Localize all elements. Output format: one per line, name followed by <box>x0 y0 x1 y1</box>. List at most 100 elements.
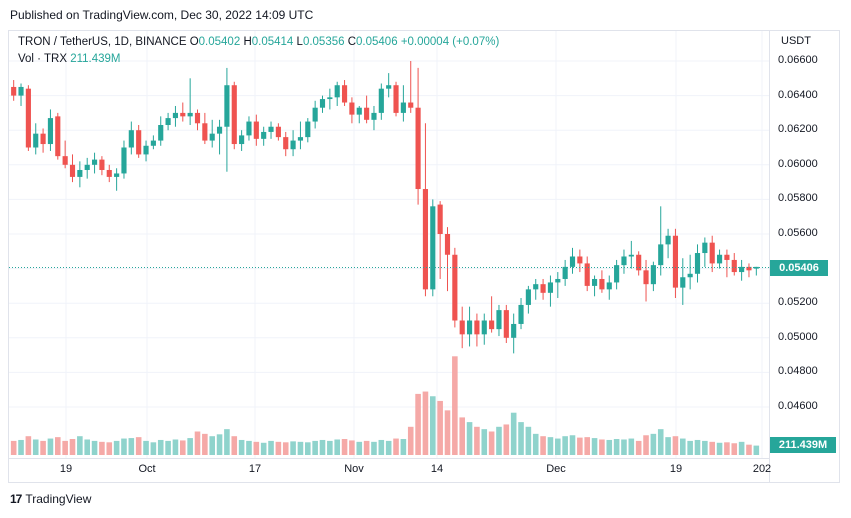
candle-body <box>187 112 193 117</box>
volume-bar <box>577 437 583 455</box>
volume-bar <box>422 391 429 455</box>
volume-bar <box>194 431 201 455</box>
candle-body <box>694 253 701 274</box>
candle-body <box>555 278 561 283</box>
candle-body <box>525 289 531 305</box>
candle-body <box>702 242 708 254</box>
close-value: 0.05406 <box>356 36 398 48</box>
volume-bar <box>327 440 333 455</box>
time-tick-label: 14 <box>430 463 444 475</box>
volume-bar <box>437 400 443 455</box>
candle-body <box>562 266 568 279</box>
footer-brand[interactable]: 17 TradingView <box>10 492 91 506</box>
volume-bar <box>724 442 730 455</box>
candle-body <box>496 310 502 330</box>
candle-body <box>91 159 98 165</box>
candle-body <box>341 85 348 103</box>
candle-body <box>599 278 605 290</box>
candle-body <box>305 121 311 138</box>
volume-bar <box>231 436 238 455</box>
candle-body <box>231 85 237 145</box>
volume-bar <box>746 444 752 455</box>
candle-body <box>209 133 215 141</box>
candle-body <box>246 121 252 136</box>
volume-bar <box>363 440 370 455</box>
candle-body <box>114 173 120 177</box>
candle-body <box>18 86 24 96</box>
candle-body <box>106 169 112 177</box>
last-volume-tag: 211.439M <box>770 437 836 453</box>
open-value: 0.05402 <box>198 36 241 48</box>
time-tick-label: 17 <box>248 463 262 475</box>
volume-bar <box>540 436 546 455</box>
candle-body <box>11 86 17 96</box>
candle-body <box>378 88 384 113</box>
volume-bar <box>275 441 282 455</box>
candle-body <box>268 126 274 132</box>
volume-bar <box>665 437 671 455</box>
candle-body <box>25 88 31 148</box>
volume-bar <box>518 422 524 455</box>
volume-bar <box>694 439 701 455</box>
volume-bar <box>77 436 83 455</box>
candle-body <box>518 304 524 324</box>
volume-bar <box>180 440 186 455</box>
candle-body <box>621 256 627 266</box>
candle-body <box>481 320 487 335</box>
candle-body <box>459 320 465 335</box>
published-caption: Published on TradingView.com, Dec 30, 20… <box>10 8 314 22</box>
volume-bar <box>547 437 554 455</box>
candle-body <box>77 169 83 177</box>
candle-body <box>334 85 340 98</box>
volume-bar <box>709 441 715 455</box>
candle-body <box>290 140 296 150</box>
price-tick-label: 0.04600 <box>778 400 818 412</box>
candle-body <box>47 118 54 145</box>
candle-body <box>158 125 164 141</box>
candle-body <box>150 140 156 146</box>
candle-body <box>55 116 61 157</box>
candle-body <box>224 85 230 127</box>
volume-bar <box>91 440 98 455</box>
candle-body <box>533 284 539 290</box>
candle-body <box>716 254 723 264</box>
candle-body <box>386 85 392 89</box>
volume-bar <box>731 443 738 455</box>
candle-body <box>591 278 598 286</box>
volume-bar <box>312 440 318 455</box>
price-tick-label: 0.05800 <box>778 192 818 205</box>
volume-bar <box>591 438 598 455</box>
candle-body <box>239 135 245 145</box>
volume-bar <box>657 429 664 455</box>
brand-name: TradingView <box>25 492 92 506</box>
volume-bar <box>290 441 296 455</box>
volume-bar <box>297 441 304 455</box>
volume-bar <box>643 435 649 455</box>
tradingview-logo-icon: 17 <box>10 492 22 506</box>
volume-bar <box>69 439 76 455</box>
volume-bar <box>260 442 267 455</box>
candle-body <box>687 273 693 278</box>
candle-body <box>194 112 201 124</box>
candle-body <box>437 204 443 234</box>
volume-bar <box>430 396 436 455</box>
volume-bar <box>525 426 532 455</box>
low-value: 0.05356 <box>302 36 345 48</box>
volume-bar <box>224 429 230 455</box>
volume-bar <box>10 440 17 455</box>
volume-bar <box>400 439 407 455</box>
candle-body <box>614 265 620 283</box>
volume-bar <box>349 440 355 455</box>
volume-bar <box>143 440 149 455</box>
volume-bar <box>569 435 576 455</box>
volume-bar <box>613 439 620 455</box>
volume-bar <box>165 440 171 455</box>
candle-body <box>430 206 436 290</box>
candle-body <box>422 189 429 290</box>
volume-bar <box>738 441 745 455</box>
high-value: 0.05414 <box>251 36 294 48</box>
volume-bar <box>680 438 686 455</box>
volume-bar <box>488 431 495 455</box>
change-value: +0.00004 (+0.07%) <box>400 36 500 48</box>
